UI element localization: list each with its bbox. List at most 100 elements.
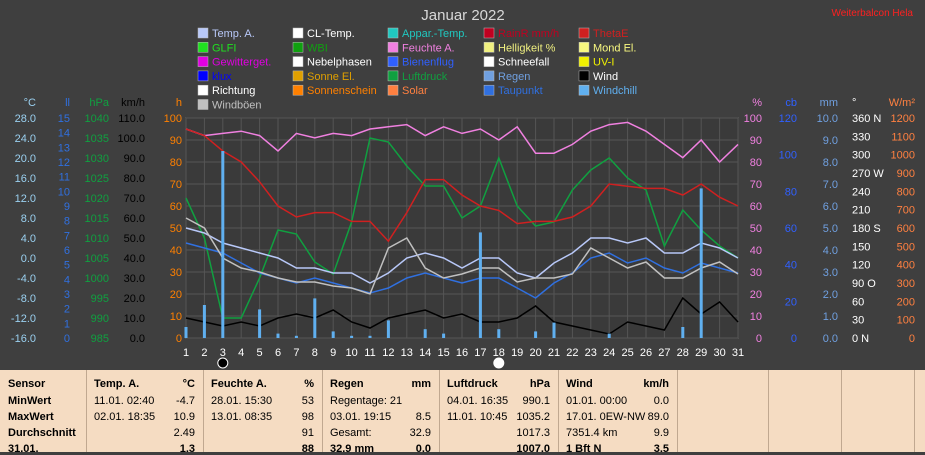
legend-swatch xyxy=(483,27,495,39)
stats-cell-time: 11.01. 10:45 xyxy=(447,411,508,423)
stats-col-sensor: Sensor MinWert MaxWert Durchschnitt 31.0… xyxy=(0,370,87,455)
axis-tick-label: 1100 xyxy=(891,131,915,143)
axis-unit-label: h xyxy=(176,97,182,109)
legend-label: Taupunkt xyxy=(498,85,543,97)
rain-bar xyxy=(497,329,501,338)
stats-col-unit: km/h xyxy=(643,378,669,390)
axis-tick-label: 90 xyxy=(750,135,762,147)
axis-tick-label: 600 xyxy=(897,223,915,235)
axis-tick-label: 2.0 xyxy=(823,289,838,301)
axis-tick-label: 3.0 xyxy=(823,267,838,279)
axis-tick-label: 100.0 xyxy=(117,133,145,145)
x-tick-label: 12 xyxy=(382,347,394,359)
rain-bar xyxy=(202,305,206,338)
axis-tick-label: 180 S xyxy=(852,223,881,235)
series-line-thetae xyxy=(185,128,739,243)
axis-tick-label: 0 xyxy=(791,333,797,345)
stats-col-empty xyxy=(769,370,842,452)
stats-col-pressure: Luftdruck hPa 04.01. 16:35 990.1 11.01. 10:4… xyxy=(440,370,559,455)
legend-label: UV-I xyxy=(593,57,614,69)
legend-swatch xyxy=(578,84,590,96)
axis-tick-label: 14 xyxy=(58,128,70,140)
axis-tick-label: 0 xyxy=(909,333,915,345)
axis-tick-label: 20.0 xyxy=(15,153,36,165)
axis-tick-label: 30.0 xyxy=(124,273,145,285)
x-tick-label: 24 xyxy=(603,347,615,359)
axis-tick-label: 10.0 xyxy=(817,113,838,125)
chart-canvas: Januar 2022 Weiterbalcon Hela Temp. A. CL-T… xyxy=(11,7,916,369)
stats-cell-time: 7351.4 km xyxy=(566,427,618,439)
legend-label: Windböen xyxy=(212,100,262,112)
x-tick-label: 25 xyxy=(621,347,633,359)
x-tick-label: 3 xyxy=(220,347,226,359)
series-line-luftdruck xyxy=(185,137,739,319)
axis-tick-label: 40 xyxy=(750,245,762,257)
x-tick-label: 22 xyxy=(566,347,578,359)
legend-label: Mond El. xyxy=(593,42,636,54)
axis-unit-label: mm xyxy=(820,97,838,109)
axis-tick-label: 70.0 xyxy=(124,193,145,205)
axis-tick-label: 90 xyxy=(170,135,182,147)
legend-label: Schneefall xyxy=(498,57,549,69)
stats-cell-time: 01.01. 00:00 xyxy=(566,395,628,407)
x-tick-label: 1 xyxy=(183,347,189,359)
axis-tick-label: 7 xyxy=(64,230,70,242)
legend-label: ThetaE xyxy=(593,28,628,40)
axis-tick-label: 1000 xyxy=(85,273,109,285)
stats-cell-value: 1.3 xyxy=(179,443,195,455)
axis-tick-label: 15 xyxy=(58,113,70,125)
x-tick-label: 2 xyxy=(201,347,207,359)
axis-tick-label: 9.0 xyxy=(823,135,838,147)
legend-label: Nebelphasen xyxy=(307,57,372,69)
legend-label: Richtung xyxy=(212,85,255,97)
axis-tick-label: 8.0 xyxy=(823,157,838,169)
stats-cell-value: 10.9 xyxy=(173,411,195,423)
x-tick-label: 7 xyxy=(293,347,299,359)
series-line-wind xyxy=(185,296,739,335)
legend-label: Solar xyxy=(402,85,428,97)
axis-tick-label: 20 xyxy=(750,289,762,301)
axis-tick-label: 24.0 xyxy=(15,133,36,145)
series-line-windb-en xyxy=(185,217,739,295)
x-tick-label: 26 xyxy=(640,347,652,359)
legend-swatch xyxy=(387,56,399,67)
axis-tick-label: 60 xyxy=(785,223,797,235)
legend-label: Windchill xyxy=(593,85,637,97)
axis-tick-label: 80 xyxy=(170,157,182,169)
axis-tick-label: 40.0 xyxy=(124,253,145,265)
axis-tick-label: -12.0 xyxy=(11,313,36,325)
rain-bar xyxy=(478,232,482,338)
axis-tick-label: 16.0 xyxy=(15,173,36,185)
axis-tick-label: 800 xyxy=(897,186,915,198)
axis-tick-label: 100 xyxy=(779,150,797,162)
axis-unit-label: hPa xyxy=(89,97,109,109)
axis-tick-label: 900 xyxy=(897,168,915,180)
axis-tick-label: 20.0 xyxy=(124,293,145,305)
stats-cell-time: 02.01. 18:35 xyxy=(94,411,156,423)
legend-swatch xyxy=(197,56,209,67)
rain-bar xyxy=(699,188,703,338)
axis-tick-label: 1.0 xyxy=(823,311,838,323)
legend-label: Bienenflug xyxy=(402,57,454,69)
axis-tick-label: 1200 xyxy=(891,113,915,125)
axis-unit-label: W/m² xyxy=(889,97,916,109)
stats-col-empty xyxy=(678,370,769,452)
stats-row-label: MinWert xyxy=(8,395,52,407)
legend-swatch xyxy=(578,56,590,67)
axis-tick-label: 120 xyxy=(852,260,870,272)
axis-tick-label: 30 xyxy=(170,267,182,279)
stats-cell-time: 17.01. 0EW-NW xyxy=(566,411,646,423)
legend-swatch xyxy=(292,42,304,53)
axis-tick-label: 9 xyxy=(64,201,70,213)
rain-bar xyxy=(423,329,427,338)
legend-swatch xyxy=(387,27,399,39)
stats-row-label: Durchschnitt xyxy=(8,427,76,439)
axis-tick-label: -16.0 xyxy=(11,333,36,345)
axis-tick-label: 5 xyxy=(64,260,70,272)
rain-bar xyxy=(258,309,262,338)
stats-col-header: Temp. A. xyxy=(94,378,140,390)
station-link: Weiterbalcon Hela xyxy=(831,8,913,19)
series-line-temp-a- xyxy=(185,227,739,284)
stats-col-header: Feuchte A. xyxy=(211,378,267,390)
stats-row-label: MaxWert xyxy=(8,411,54,423)
